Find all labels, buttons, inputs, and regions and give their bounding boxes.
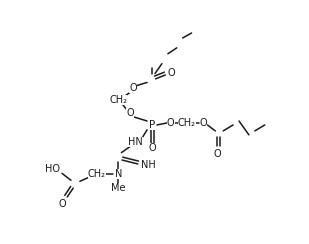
Text: CH₂: CH₂ [109, 95, 127, 105]
Text: P: P [149, 120, 155, 130]
Text: CH₂: CH₂ [88, 169, 106, 179]
Text: HN: HN [128, 137, 142, 147]
Text: NH: NH [141, 160, 155, 170]
Text: O: O [126, 108, 134, 118]
Text: Me: Me [111, 183, 126, 193]
Text: N: N [115, 169, 122, 179]
Text: O: O [58, 199, 66, 209]
Text: O: O [214, 149, 221, 159]
Text: O: O [167, 118, 175, 128]
Text: O: O [168, 68, 176, 78]
Text: CH₂: CH₂ [178, 118, 196, 128]
Text: HO: HO [45, 164, 60, 174]
Text: O: O [129, 83, 137, 93]
Text: O: O [148, 143, 156, 153]
Text: O: O [200, 118, 207, 128]
